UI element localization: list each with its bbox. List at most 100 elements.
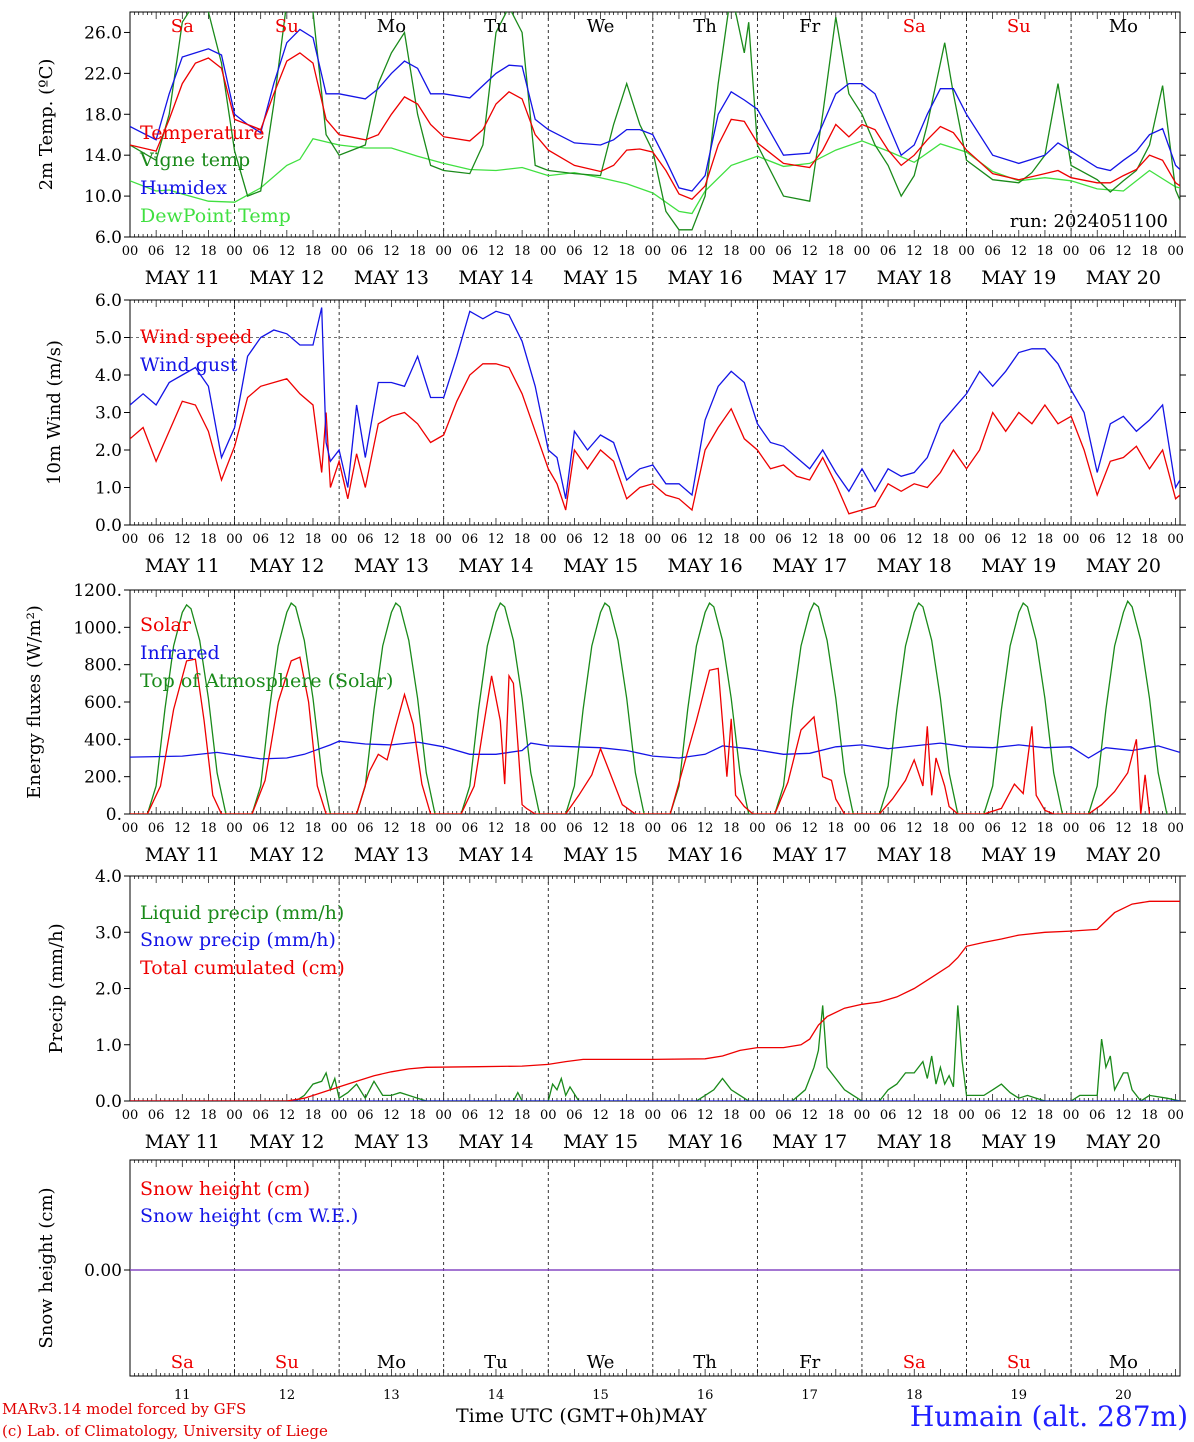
hour-tick-label: 06 <box>671 821 688 836</box>
hour-tick-label: 00 <box>331 244 348 259</box>
hour-tick-label: 18 <box>305 244 322 259</box>
legend-entry: Wind gust <box>140 354 238 376</box>
hour-tick-label: 00 <box>435 244 452 259</box>
hour-tick-label: 18 <box>932 1108 949 1123</box>
hour-tick-label: 18 <box>828 244 845 259</box>
hour-tick-label: 12 <box>279 1108 296 1123</box>
weekday-label: Mo <box>1109 1352 1138 1373</box>
series-group <box>130 599 1180 814</box>
hour-tick-label: 06 <box>357 821 374 836</box>
date-label: MAY 14 <box>458 555 533 577</box>
y-tick-label: 18.0 <box>84 105 122 125</box>
weekday-label: Mo <box>377 1352 406 1373</box>
hour-tick-label: 12 <box>279 532 296 547</box>
month-label: MAY <box>661 1405 707 1427</box>
hour-tick-label: 18 <box>618 1108 635 1123</box>
weekday-label: Sa <box>903 1352 926 1373</box>
date-label: MAY 14 <box>458 844 533 866</box>
hour-tick-label: 06 <box>148 1108 165 1123</box>
y-tick-label: 4.0 <box>95 867 122 887</box>
hour-tick-label: 12 <box>697 1108 714 1123</box>
weekday-label: Mo <box>1109 16 1138 37</box>
series-line <box>130 12 1180 231</box>
weekday-label: Su <box>275 16 299 37</box>
day-number: 12 <box>279 1388 296 1403</box>
hour-tick-label: 12 <box>592 821 609 836</box>
legend-entry: Wind speed <box>140 326 252 348</box>
panel-2: 0.0 1.0 2.0 3.0 4.0 5.0 6.0 10m Wind (m/s) Wind … <box>44 291 1186 577</box>
hour-tick-label: 06 <box>462 1108 479 1123</box>
hour-tick-label: 00 <box>1063 821 1080 836</box>
y-tick-label: 0.0 <box>95 1092 122 1112</box>
weekday-label: Su <box>1007 16 1031 37</box>
y-tick-label: 26.0 <box>84 23 122 43</box>
hour-tick-label: 00 <box>749 821 766 836</box>
hour-tick-label: 00 <box>540 1108 557 1123</box>
hour-tick-label: 06 <box>148 821 165 836</box>
hour-tick-marks <box>129 1160 1176 1376</box>
date-label: MAY 17 <box>772 267 847 289</box>
hour-tick-label: 12 <box>1011 244 1028 259</box>
date-label: MAY 15 <box>563 1131 638 1153</box>
hour-tick-label: 00 <box>226 821 243 836</box>
hour-tick-label: 06 <box>775 1108 792 1123</box>
hour-tick-label: 18 <box>723 821 740 836</box>
hour-tick-label: 12 <box>488 1108 505 1123</box>
date-label: MAY 11 <box>145 555 220 577</box>
panel-4: 0.0 1.0 2.0 3.0 4.0 Precip (mm/h) Liquid preci… <box>46 867 1186 1153</box>
day-number: 20 <box>1115 1388 1132 1403</box>
weekday-label: Mo <box>377 16 406 37</box>
hour-tick-label: 18 <box>409 821 426 836</box>
y-tick-label: 0. <box>106 805 122 825</box>
hour-tick-label: 06 <box>357 244 374 259</box>
hour-tick-label: 00 <box>958 244 975 259</box>
hour-tick-label: 12 <box>174 821 191 836</box>
hour-tick-label: 12 <box>1115 1108 1132 1123</box>
hour-tick-label: 18 <box>932 821 949 836</box>
y-tick-label: 200. <box>84 768 122 788</box>
hour-tick-label: 18 <box>514 821 531 836</box>
hour-tick-label: 00 <box>540 244 557 259</box>
date-label: MAY 16 <box>668 1131 743 1153</box>
hour-tick-label: 00 <box>749 1108 766 1123</box>
y-tick-label: 1000. <box>73 618 122 638</box>
day-number: 13 <box>383 1388 400 1403</box>
y-tick-label: 600. <box>84 693 122 713</box>
y-tick-label: 6.0 <box>95 291 122 311</box>
hour-tick-label: 18 <box>200 821 217 836</box>
day-number: 19 <box>1011 1388 1028 1403</box>
panel-5: 0.00 Snow height (cm) Snow height (cm) Snow… <box>36 1159 1181 1377</box>
hour-tick-label: 18 <box>1141 1108 1158 1123</box>
hour-tick-label: 06 <box>671 1108 688 1123</box>
hour-tick-label: 12 <box>697 821 714 836</box>
date-label: MAY 12 <box>249 267 324 289</box>
hour-tick-label: 18 <box>828 532 845 547</box>
hour-tick-label: 18 <box>1141 532 1158 547</box>
legend-entry: Humidex <box>140 177 227 199</box>
hour-tick-label: 06 <box>1089 244 1106 259</box>
hour-tick-label: 00 <box>1167 821 1184 836</box>
model-credit: MARv3.14 model forced by GFS <box>2 1400 247 1418</box>
date-label: MAY 17 <box>772 1131 847 1153</box>
hour-tick-label: 00 <box>331 532 348 547</box>
date-label: MAY 20 <box>1086 267 1161 289</box>
y-axis-label: 10m Wind (m/s) <box>44 340 65 485</box>
legend-entry: Infrared <box>140 642 220 664</box>
hour-tick-label: 06 <box>252 532 269 547</box>
hour-tick-label: 18 <box>514 1108 531 1123</box>
y-tick-label: 3.0 <box>95 404 122 424</box>
legend-entry: Total cumulated (cm) <box>140 957 345 979</box>
hour-tick-label: 12 <box>801 1108 818 1123</box>
hour-tick-label: 12 <box>488 244 505 259</box>
hour-tick-label: 00 <box>645 1108 662 1123</box>
hour-tick-label: 18 <box>305 532 322 547</box>
hour-tick-label: 12 <box>1011 532 1028 547</box>
y-axis-label: Precip (mm/h) <box>46 923 67 1053</box>
day-number: 17 <box>801 1388 818 1403</box>
hour-tick-label: 06 <box>775 532 792 547</box>
hour-tick-label: 12 <box>801 532 818 547</box>
hour-tick-label: 00 <box>1167 532 1184 547</box>
y-tick-label: 22.0 <box>84 64 122 84</box>
y-tick-label: 1.0 <box>95 1036 122 1056</box>
lab-credit: (c) Lab. of Climatology, University of L… <box>2 1422 328 1440</box>
